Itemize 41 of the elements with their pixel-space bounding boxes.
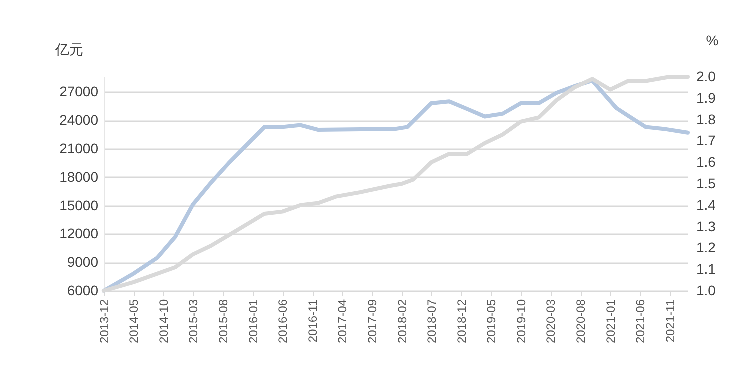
x-tick-label: 2021-11 — [663, 299, 678, 343]
x-tick-label: 2020-03 — [544, 299, 558, 344]
y2-tick-label: 2.0 — [696, 68, 716, 84]
x-tick-label: 2016-06 — [276, 299, 290, 344]
y-axis-title: 亿元 — [54, 42, 84, 58]
x-tick-label: 2017-09 — [366, 299, 380, 344]
x-tick-label: 2018-12 — [454, 299, 469, 344]
y2-tick-label: 1.2 — [696, 240, 716, 256]
y2-tick-label: 1.7 — [696, 132, 716, 149]
x-tick-label: 2014-10 — [156, 299, 171, 344]
x-tick-label: 2018-02 — [396, 299, 410, 344]
x-tick-label: 2021-01 — [604, 299, 618, 344]
x-tick-label: 2014-05 — [127, 299, 142, 344]
y2-tick-label: 1.9 — [696, 90, 716, 106]
x-tick-label: 2016-01 — [246, 299, 260, 344]
y-tick-label: 15000 — [60, 197, 99, 214]
x-tick-label: 2020-08 — [574, 299, 588, 344]
y2-tick-label: 1.3 — [696, 218, 716, 234]
y-tick-label: 12000 — [60, 226, 99, 242]
x-tick-label: 2017-04 — [336, 299, 350, 344]
y-tick-label: 27000 — [60, 84, 99, 100]
x-tick-label: 2019-05 — [484, 299, 498, 344]
x-tick-label: 2019-10 — [514, 299, 528, 344]
x-tick-label: 2016-11 — [306, 299, 320, 343]
y-tick-label: 21000 — [60, 140, 99, 156]
y2-tick-label: 1.0 — [696, 282, 716, 298]
x-tick-label: 2015-03 — [186, 299, 201, 344]
x-tick-label: 2015-08 — [216, 299, 230, 344]
y2-tick-label: 1.8 — [696, 111, 716, 128]
y-tick-label: 9000 — [67, 254, 99, 270]
x-tick-label: 2021-06 — [634, 299, 648, 344]
y2-tick-label: 1.5 — [696, 176, 716, 192]
x-tick-label: 2013-12 — [98, 299, 112, 344]
y-tick-label: 18000 — [60, 168, 99, 185]
y-tick-label: 6000 — [67, 282, 99, 298]
y2-tick-label: 1.6 — [696, 154, 716, 170]
x-tick-label: 2018-07 — [424, 299, 439, 344]
y2-tick-label: 1.1 — [696, 261, 716, 278]
y2-tick-label: 1.4 — [696, 196, 716, 213]
y-tick-label: 24000 — [60, 112, 99, 128]
y2-axis-title: % — [706, 32, 719, 48]
